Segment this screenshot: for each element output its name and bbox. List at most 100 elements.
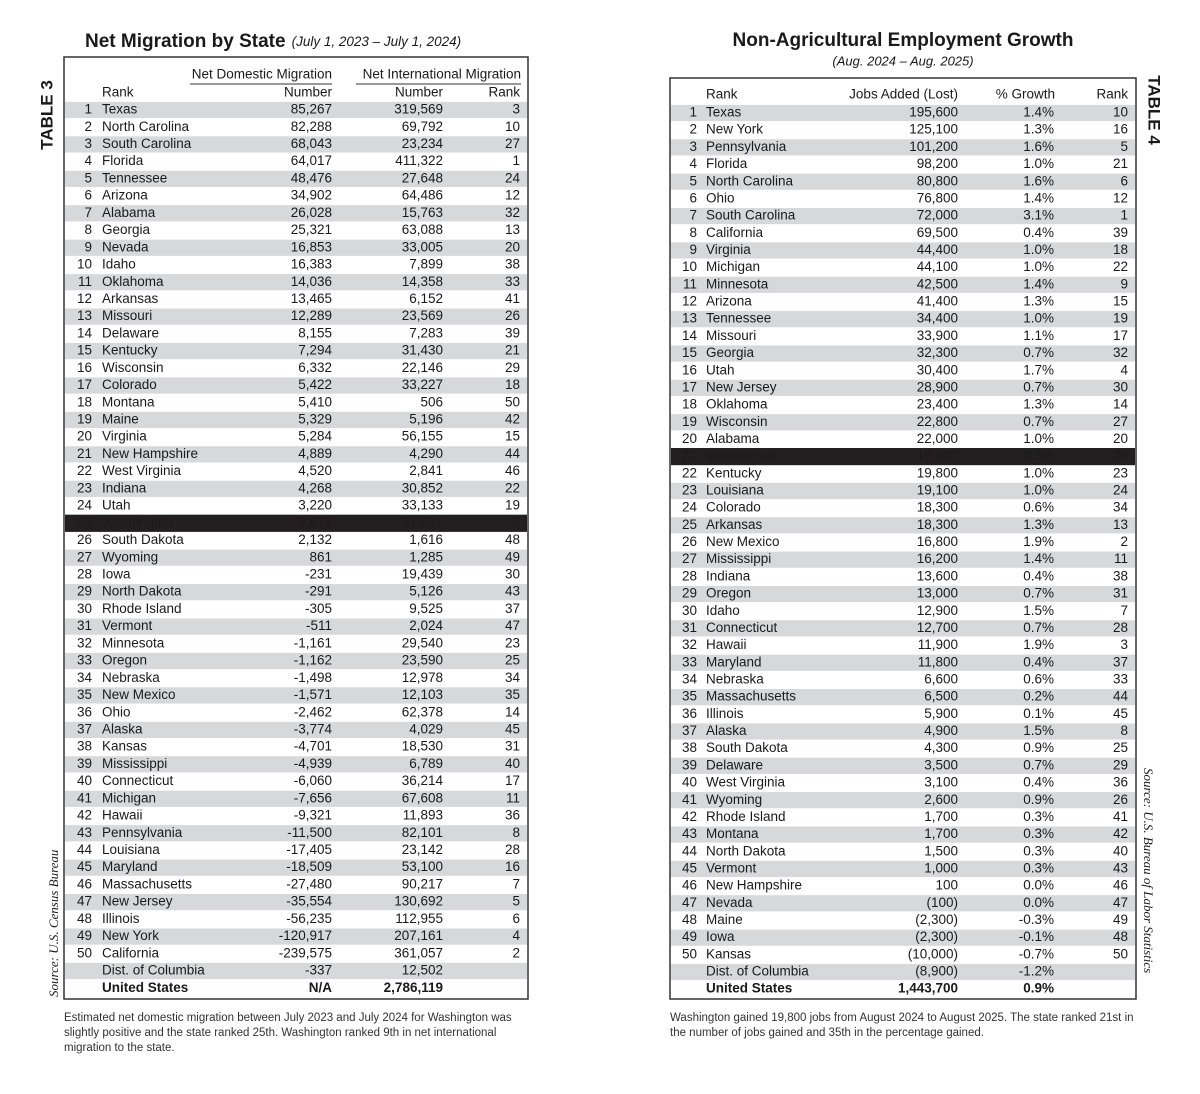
cell: 0.4% [1023, 654, 1054, 669]
cell: 24 [1113, 483, 1129, 498]
cell: 0.3% [1023, 843, 1054, 858]
cell: 19,439 [402, 567, 443, 582]
cell: 31 [77, 618, 92, 633]
cell: 5,196 [409, 412, 443, 427]
cell: 22 [505, 480, 520, 495]
cell: Utah [102, 498, 131, 513]
cell: Texas [102, 102, 138, 117]
cell: 12 [682, 294, 697, 309]
cell: 3,100 [924, 775, 958, 790]
row-shade [671, 379, 1135, 396]
cell: 1,616 [409, 532, 443, 547]
cell: 130,692 [394, 894, 443, 909]
cell: 1.4% [1023, 551, 1054, 566]
cell: 5 [689, 173, 697, 188]
cell: 23,142 [402, 842, 443, 857]
cell: 9 [689, 242, 697, 257]
row-shade [65, 928, 527, 945]
cell: 36,214 [402, 773, 444, 788]
cell: 100 [935, 878, 958, 893]
cell: 2,600 [924, 792, 958, 807]
cell: West Virginia [102, 463, 182, 478]
cell: 33 [505, 274, 520, 289]
cell: 3,220 [298, 498, 332, 513]
cell: Minnesota [102, 635, 165, 650]
cell: 7 [512, 876, 520, 891]
cell: 28,900 [917, 379, 958, 394]
cell: 34,400 [917, 311, 958, 326]
cell: 19 [1113, 311, 1128, 326]
cell: Rhode Island [706, 809, 786, 824]
cell: New York [102, 928, 159, 943]
cell: -0.1% [1019, 929, 1054, 944]
cell: 1,000 [924, 860, 958, 875]
cell: New Hampshire [102, 446, 198, 461]
cell: 2,841 [409, 463, 443, 478]
cell: 3 [512, 102, 520, 117]
cell: 42 [1113, 826, 1128, 841]
cell: 9,525 [409, 601, 443, 616]
cell: 7 [689, 208, 697, 223]
cell: 82,288 [291, 119, 332, 134]
cell: 17 [77, 377, 92, 392]
row-shade [65, 825, 527, 842]
cell: Nevada [706, 895, 753, 910]
cell: 1,700 [924, 826, 958, 841]
cell: 2,024 [409, 618, 443, 633]
cell: 7,283 [409, 325, 443, 340]
cell: 23,234 [402, 136, 444, 151]
cell: Texas [706, 105, 742, 120]
cell: Louisiana [706, 483, 764, 498]
group-header: Net International Migration [363, 67, 521, 82]
cell: 30,852 [402, 480, 443, 495]
row-shade [65, 411, 527, 429]
cell: -11,500 [287, 825, 332, 840]
row-shade [65, 721, 527, 739]
total-cell: United States [706, 981, 792, 996]
row-shade [65, 756, 527, 773]
cell: 33,133 [402, 498, 443, 513]
row-shade [65, 549, 527, 566]
cell: 25 [77, 515, 92, 530]
cell: 7 [1120, 603, 1128, 618]
cell: 44,400 [917, 242, 958, 257]
cell: 28 [77, 567, 92, 582]
cell: 44,100 [917, 259, 958, 274]
cell: 23,569 [402, 308, 443, 323]
cell: 85,267 [291, 102, 332, 117]
cell: 37 [77, 721, 92, 736]
cell: 506 [420, 394, 443, 409]
cell: 22 [682, 465, 697, 480]
cell: 2,671 [298, 515, 332, 530]
cell: Tennessee [102, 170, 167, 185]
cell: 38 [682, 740, 697, 755]
cell: 1.0% [1023, 242, 1054, 257]
cell: 1 [689, 105, 697, 120]
cell: 20 [77, 429, 92, 444]
cell: Idaho [102, 257, 136, 272]
cell: 8 [512, 825, 520, 840]
side-label: TABLE 4 [1145, 75, 1164, 145]
cell: Illinois [706, 706, 744, 721]
cell: Alaska [102, 721, 143, 736]
cell: 38 [1113, 568, 1128, 583]
cell: 17 [682, 379, 697, 394]
cell: 6 [84, 188, 92, 203]
cell: 98,200 [917, 156, 958, 171]
cell: 15 [505, 429, 520, 444]
cell: 4,029 [409, 721, 443, 736]
cell: 10 [77, 257, 92, 272]
cell: 28 [505, 842, 520, 857]
cell: 47 [682, 895, 697, 910]
cell: 64,017 [291, 153, 332, 168]
row-shade [671, 551, 1135, 568]
cell: 21 [682, 448, 697, 463]
cell: 31 [505, 739, 520, 754]
cell: 21 [77, 446, 92, 461]
cell: 48 [682, 912, 697, 927]
cell: 4,889 [298, 446, 332, 461]
cell: Alabama [706, 431, 760, 446]
row-shade [671, 207, 1135, 225]
cell: 30 [1113, 379, 1128, 394]
cell: 4 [1120, 362, 1128, 377]
